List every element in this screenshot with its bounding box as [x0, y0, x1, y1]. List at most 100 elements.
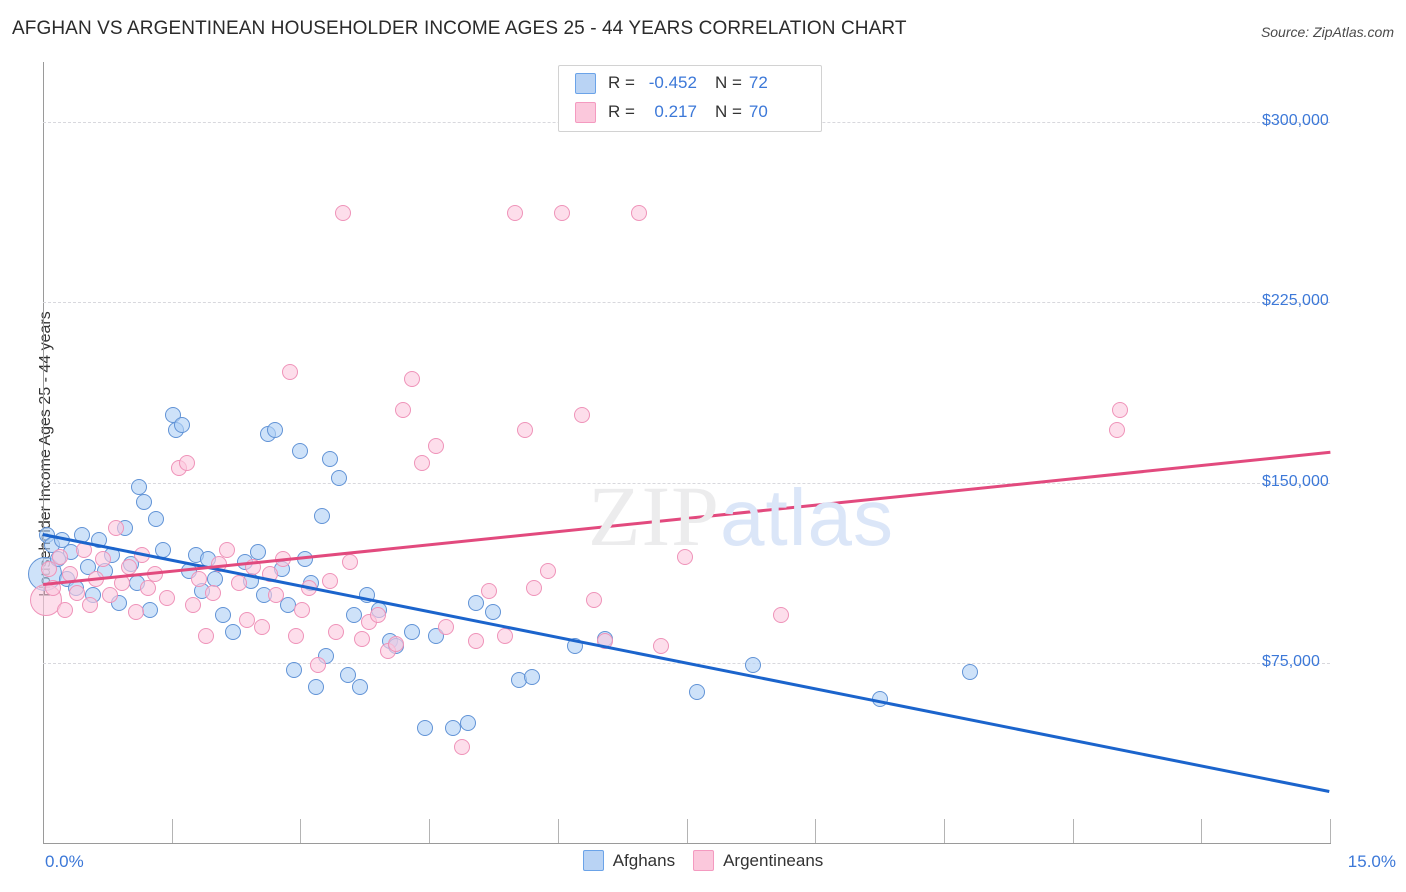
scatter-point-argentineans: [275, 551, 292, 568]
scatter-point-argentineans: [300, 580, 317, 597]
y-axis-tick-label: $225,000: [1262, 292, 1329, 310]
scatter-point-argentineans: [772, 606, 789, 623]
scatter-point-afghans: [331, 469, 347, 486]
x-axis-tick: [815, 819, 817, 843]
scatter-point-argentineans: [354, 630, 371, 647]
scatter-point-argentineans: [120, 558, 137, 575]
scatter-point-argentineans: [239, 611, 256, 628]
scatter-point-argentineans: [453, 738, 470, 755]
scatter-point-argentineans: [585, 592, 602, 609]
scatter-point-afghans: [485, 604, 502, 621]
scatter-point-afghans: [352, 678, 369, 695]
scatter-point-argentineans: [185, 597, 202, 614]
page-title: AFGHAN VS ARGENTINEAN HOUSEHOLDER INCOME…: [12, 18, 907, 39]
scatter-point-afghans: [142, 601, 159, 618]
scatter-point-argentineans: [69, 585, 86, 602]
scatter-point-argentineans: [198, 628, 215, 645]
scatter-point-afghans: [296, 551, 313, 568]
scatter-point-argentineans: [294, 601, 311, 618]
x-axis-line: [43, 843, 1331, 844]
scatter-point-argentineans: [45, 580, 62, 597]
scatter-point-afghans: [215, 606, 232, 623]
scatter-point-argentineans: [427, 438, 444, 455]
scatter-point-argentineans: [335, 205, 352, 222]
scatter-point-afghans: [53, 532, 70, 549]
scatter-point-argentineans: [219, 541, 236, 558]
scatter-point-afghans: [155, 541, 172, 558]
y-axis-tick-label: $300,000: [1262, 112, 1329, 130]
scatter-point-argentineans: [139, 580, 156, 597]
x-axis-tick: [1330, 819, 1331, 843]
scatter-point-afghans: [225, 623, 242, 640]
scatter-point-argentineans: [438, 618, 455, 635]
argentineans-legend-label: Argentineans: [723, 850, 824, 870]
y-axis-tick-label: $150,000: [1262, 472, 1329, 490]
scatter-point-afghans: [90, 532, 107, 549]
x-axis-min-label: 0.0%: [45, 852, 84, 871]
scatter-point-argentineans: [191, 570, 208, 587]
scatter-point-afghans: [136, 493, 153, 510]
afghans-legend-label: Afghans: [612, 850, 676, 870]
afghans-legend-swatch-icon: [582, 850, 604, 871]
argentineans-swatch-icon: [575, 101, 596, 123]
argentineans-legend-swatch-icon: [693, 850, 715, 871]
scatter-point-argentineans: [676, 549, 693, 566]
gridline: [43, 302, 1330, 304]
scatter-point-argentineans: [342, 553, 359, 570]
scatter-point-argentineans: [95, 551, 112, 568]
scatter-point-argentineans: [539, 563, 556, 580]
scatter-point-argentineans: [1111, 402, 1128, 419]
scatter-point-argentineans: [395, 402, 412, 419]
scatter-point-afghans: [173, 416, 190, 433]
scatter-point-argentineans: [133, 546, 150, 563]
x-axis-tick: [300, 819, 302, 843]
scatter-point-afghans: [79, 558, 96, 575]
scatter-point-afghans: [445, 719, 462, 736]
scatter-point-afghans: [566, 637, 583, 654]
scatter-point-afghans: [359, 587, 376, 604]
scatter-point-argentineans: [230, 575, 247, 592]
x-axis-tick: [171, 819, 173, 843]
argentineans-r-label: R =: [608, 102, 635, 121]
scatter-point-argentineans: [322, 573, 339, 590]
afghans-n-label: N =: [714, 73, 742, 92]
scatter-point-afghans: [339, 666, 356, 683]
scatter-point-afghans: [468, 594, 485, 611]
scatter-point-argentineans: [127, 604, 144, 621]
scatter-point-argentineans: [328, 623, 345, 640]
scatter-point-afghans: [345, 606, 362, 623]
scatter-point-argentineans: [262, 565, 279, 582]
scatter-point-argentineans: [309, 657, 326, 674]
legend-item-argentineans[interactable]: Argentineans: [693, 850, 823, 871]
x-axis-tick: [1072, 819, 1074, 843]
scatter-point-argentineans: [631, 205, 648, 222]
scatter-point-argentineans: [517, 421, 534, 438]
x-axis-tick: [943, 819, 945, 843]
scatter-point-afghans: [524, 669, 541, 686]
scatter-point-argentineans: [554, 205, 571, 222]
watermark-atlas: atlas: [720, 473, 894, 562]
scatter-point-afghans: [403, 623, 420, 640]
scatter-point-argentineans: [496, 628, 513, 645]
afghans-r-value: -0.452: [648, 73, 697, 92]
argentineans-n-value: 70: [748, 102, 768, 121]
scatter-point-argentineans: [525, 580, 542, 597]
series-legend: Afghans Argentineans: [0, 850, 1406, 871]
scatter-point-argentineans: [481, 582, 498, 599]
argentineans-r-value: 0.217: [654, 102, 697, 121]
scatter-point-afghans: [266, 421, 283, 438]
scatter-point-argentineans: [369, 606, 386, 623]
scatter-point-argentineans: [282, 363, 299, 380]
scatter-point-afghans: [459, 714, 476, 731]
scatter-point-argentineans: [288, 628, 305, 645]
scatter-point-argentineans: [403, 371, 420, 388]
x-axis-tick: [1201, 819, 1203, 843]
scatter-point-argentineans: [107, 520, 124, 537]
x-axis-max-label: 15.0%: [1347, 852, 1396, 871]
scatter-point-argentineans: [268, 587, 285, 604]
scatter-point-afghans: [322, 450, 339, 467]
legend-item-afghans[interactable]: Afghans: [582, 850, 676, 871]
scatter-point-argentineans: [652, 637, 669, 654]
scatter-point-argentineans: [62, 565, 79, 582]
